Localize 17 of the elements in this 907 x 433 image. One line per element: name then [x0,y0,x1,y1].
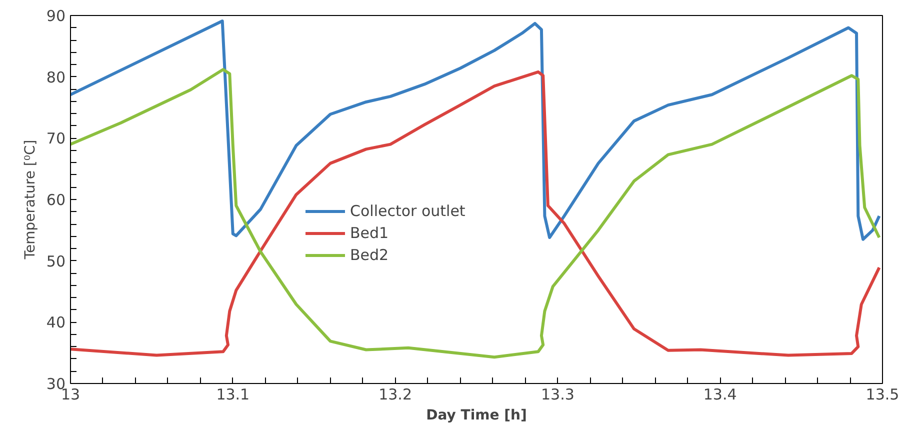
y-axis-title: Temperature [⁰C] [22,140,38,260]
x-axis-title: Day Time [h] [426,408,527,424]
y-tick-label: 80 [46,68,66,86]
x-tick-label: 13.1 [216,386,250,404]
x-tick-label: 13.4 [703,386,737,404]
y-tick-label: 90 [46,7,66,25]
y-tick-label: 60 [46,191,66,209]
y-tick-label: 70 [46,130,66,148]
x-tick-label: 13.5 [866,386,900,404]
line-series [70,20,881,241]
x-tick-label: 13.2 [378,386,412,404]
x-tick-label: 13.3 [541,386,574,404]
y-tick-label: 50 [46,252,66,270]
legend-label: Bed1 [350,224,389,242]
legend-label: Collector outlet [350,202,466,220]
legend-label: Bed2 [350,246,389,264]
y-tick-label: 40 [46,314,66,332]
